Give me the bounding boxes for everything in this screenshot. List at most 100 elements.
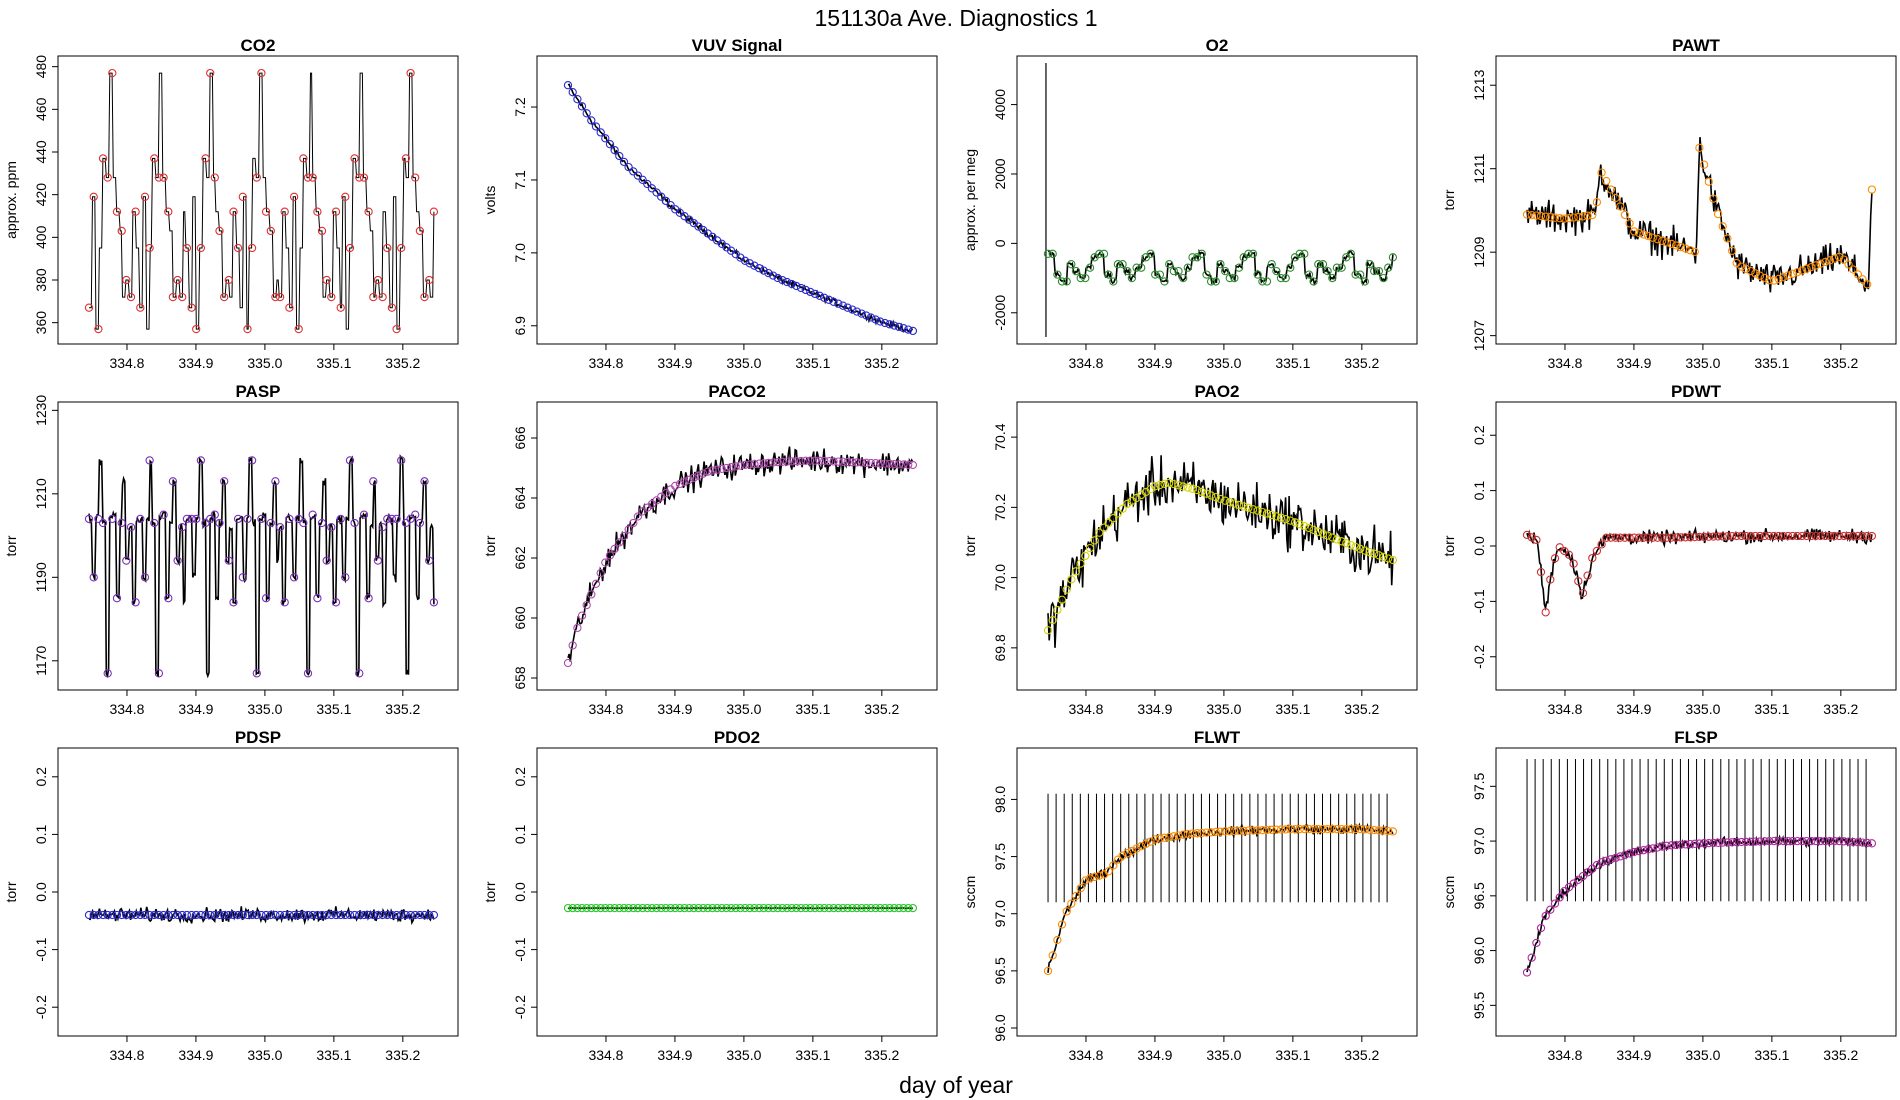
flwt-data-point xyxy=(1192,829,1202,838)
o2-data-point xyxy=(1127,273,1137,283)
pdsp-data-point xyxy=(411,910,420,920)
pdsp-data-point xyxy=(257,910,266,920)
flwt-data-point xyxy=(1174,831,1183,840)
pawt-data-point xyxy=(1718,222,1727,231)
pawt-data-point xyxy=(1723,234,1732,243)
vuv-signal-data-point xyxy=(792,281,801,291)
flwt-data-point xyxy=(1146,837,1155,846)
flsp-data-point xyxy=(1671,840,1681,850)
co2-data-point xyxy=(140,192,150,201)
co2-data-point xyxy=(220,292,229,302)
pdwt-y-tick-label: -0.1 xyxy=(1471,589,1487,613)
pdwt-data-point xyxy=(1732,531,1741,541)
flwt-x-tick-label: 335.0 xyxy=(1206,1047,1241,1063)
flwt-x-tick-label: 334.8 xyxy=(1068,1047,1103,1063)
flsp-data-point xyxy=(1704,838,1713,848)
flsp-x-tick-label: 335.1 xyxy=(1754,1047,1789,1063)
pasp-data-point xyxy=(89,573,98,582)
pdwt-data-point xyxy=(1718,532,1727,541)
pao2-title: PAO2 xyxy=(1194,382,1239,401)
flsp-data-point xyxy=(1592,860,1602,870)
paco2-data-point xyxy=(582,600,591,610)
vuv-signal-data-point xyxy=(890,321,899,330)
pasp-data-point xyxy=(192,514,201,524)
pdwt-data-point xyxy=(1625,533,1634,542)
flwt-data-point xyxy=(1248,826,1258,835)
flsp-data-point xyxy=(1699,839,1709,848)
pasp-data-point xyxy=(327,523,336,532)
flsp-data-point xyxy=(1760,837,1769,846)
pao2-data-point xyxy=(1388,555,1398,565)
flwt-data-point xyxy=(1137,842,1146,851)
paco2-data-point xyxy=(773,457,782,467)
pdo2-data-point xyxy=(629,903,638,913)
pdsp-data-point xyxy=(94,910,103,920)
paco2-data-point xyxy=(890,459,899,469)
flsp-data-point xyxy=(1723,838,1732,847)
pdo2-data-point xyxy=(890,903,899,913)
flsp-x-tick-label: 334.8 xyxy=(1547,1047,1582,1063)
flwt-data-point xyxy=(1234,826,1244,836)
pawt-data-point xyxy=(1681,244,1690,253)
pawt-data-point xyxy=(1704,177,1713,186)
o2-data-point xyxy=(1109,277,1118,286)
pdo2-data-point xyxy=(633,903,643,913)
paco2-data-point xyxy=(629,518,638,528)
co2-data-point xyxy=(206,68,215,78)
vuv-signal-x-tick-label: 334.8 xyxy=(588,355,623,371)
pawt-data-point xyxy=(1849,265,1858,274)
pao2-data-point xyxy=(1384,554,1393,563)
o2-data-point xyxy=(1267,260,1276,269)
o2-data-point xyxy=(1160,277,1169,286)
flsp-data-point xyxy=(1737,837,1746,847)
pawt-data-point xyxy=(1588,210,1597,220)
pdsp-data-point xyxy=(420,910,429,920)
flsp-data-point xyxy=(1630,847,1639,857)
pao2-data-point xyxy=(1071,567,1081,576)
pasp-data-point xyxy=(280,598,289,607)
co2-data-point xyxy=(373,275,383,285)
flsp-data-point xyxy=(1751,837,1760,846)
pawt-data-point xyxy=(1606,185,1616,194)
o2-data-point xyxy=(1304,270,1314,279)
flsp-data-point xyxy=(1709,838,1718,848)
pdo2-data-point xyxy=(880,903,890,913)
flwt-data-point xyxy=(1346,824,1356,834)
pdo2-data-point xyxy=(801,903,810,913)
vuv-signal-data-point xyxy=(563,81,573,90)
flsp-data-point xyxy=(1648,844,1657,853)
pdsp-data-point xyxy=(89,910,98,920)
flwt-data-point xyxy=(1360,825,1370,834)
pawt-y-tick-label: 1213 xyxy=(1471,69,1487,100)
pdwt-data-point xyxy=(1863,531,1872,541)
vuv-signal-data-point xyxy=(852,307,862,316)
pdo2-data-point xyxy=(610,903,619,913)
pdo2-data-point xyxy=(810,903,820,913)
flwt-data-point xyxy=(1314,824,1323,834)
flsp-x-tick-label: 335.0 xyxy=(1685,1047,1720,1063)
co2-data-point xyxy=(182,243,192,253)
co2-y-tick-label: 480 xyxy=(33,55,49,79)
paco2-data-point xyxy=(717,464,726,473)
co2-data-point xyxy=(154,173,164,182)
pdo2-data-point xyxy=(657,903,666,913)
pawt-data-point xyxy=(1830,254,1839,263)
vuv-signal-data-point xyxy=(754,264,764,273)
co2-data-point xyxy=(84,303,94,312)
pawt-data-point xyxy=(1774,274,1783,284)
pdsp-data-point xyxy=(159,910,168,920)
pao2-data-point xyxy=(1276,513,1286,522)
pawt-x-tick-label: 334.8 xyxy=(1547,355,1582,371)
vuv-signal-data-point xyxy=(587,116,596,125)
pasp-data-point xyxy=(364,594,373,603)
paco2-data-point xyxy=(894,460,904,469)
flsp-data-point xyxy=(1676,840,1685,849)
paco2-data-point xyxy=(708,466,717,475)
flsp-data-point xyxy=(1867,839,1877,848)
vuv-signal-data-point xyxy=(633,171,643,180)
o2-data-point xyxy=(1374,266,1384,276)
pdsp-data-point xyxy=(168,910,178,920)
vuv-signal-y-axis-label: volts xyxy=(482,186,498,215)
pdsp-data-point xyxy=(415,910,425,920)
pdo2-x-tick-label: 335.1 xyxy=(795,1047,830,1063)
